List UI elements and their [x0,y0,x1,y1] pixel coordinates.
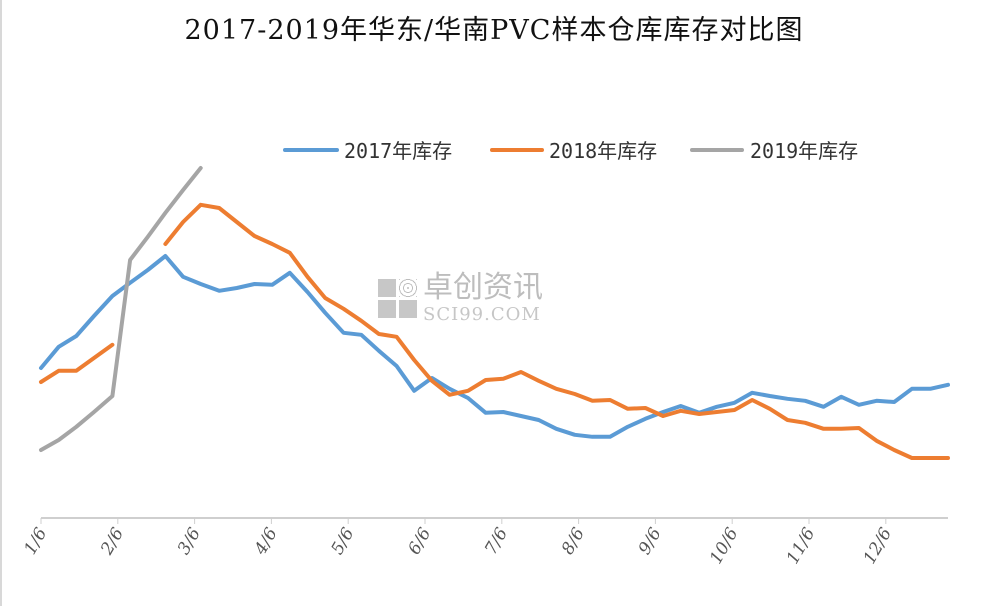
x-tick-label: 5/6 [328,524,359,558]
x-tick-label: 1/6 [20,524,51,558]
x-tick-label: 11/6 [783,524,820,567]
series-line-2019年库存 [39,166,203,452]
legend-label-2018: 2018年库存 [549,139,657,163]
x-tick-label: 4/6 [250,524,282,559]
x-tick-label: 12/6 [860,524,897,567]
watermark: 卓创资讯 SCI99.COM [378,272,543,325]
x-tick-label: 6/6 [404,524,435,558]
legend-label-2019: 2019年库存 [750,139,858,163]
legend-label-2017: 2017年库存 [344,139,452,163]
x-tick-label: 10/6 [706,524,743,567]
series-line-2018年库存 [39,342,115,384]
watermark-en: SCI99.COM [423,304,541,325]
x-tick-label: 9/6 [635,524,666,558]
series-line-2017年库存 [39,254,950,439]
legend: 2017年库存 2018年库存 2019年库存 [283,139,858,163]
x-tick-label: 8/6 [558,524,589,558]
x-tick-label: 7/6 [481,524,512,558]
watermark-cn: 卓创资讯 [423,270,543,305]
x-tick-label: 2/6 [97,524,129,559]
chart-title: 2017-2019年华东/华南PVC样本仓库库存对比图 [184,15,804,46]
x-tick-label: 3/6 [174,524,205,558]
watermark-logo-icon [378,279,417,318]
series-line-2018年库存 [163,202,950,460]
